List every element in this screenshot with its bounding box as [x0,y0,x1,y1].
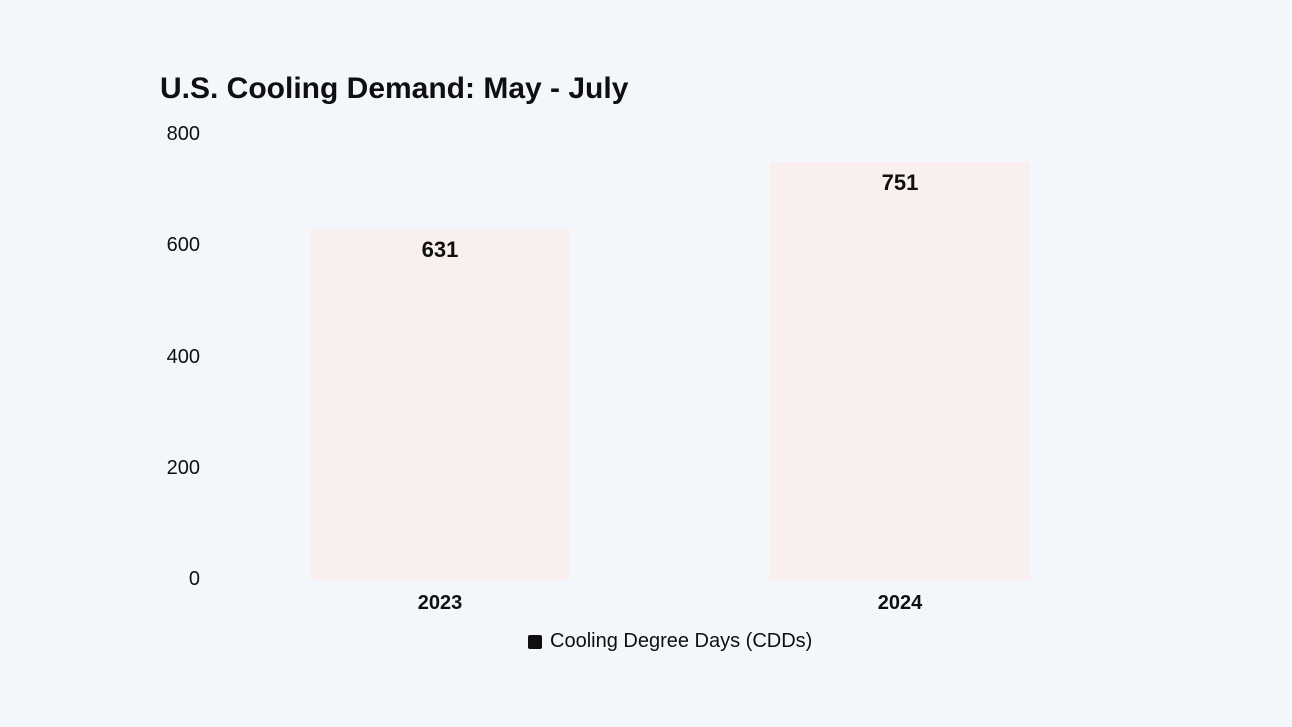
y-axis-tick-label: 200 [150,457,200,480]
x-axis-label: 2024 [770,592,1030,615]
y-axis-tick-label: 800 [150,123,200,146]
bar [310,229,570,580]
bar-value-label: 631 [310,237,570,263]
y-axis-tick-label: 400 [150,346,200,369]
legend-label: Cooling Degree Days (CDDs) [550,630,812,653]
bar [770,162,1030,580]
y-axis-tick-label: 0 [150,568,200,591]
y-axis-tick-label: 600 [150,234,200,257]
chart-title: U.S. Cooling Demand: May - July [160,72,628,106]
chart-container: U.S. Cooling Demand: May - July 0 200 400 6… [0,0,1292,727]
legend: Cooling Degree Days (CDDs) [528,630,812,653]
x-axis-label: 2023 [310,592,570,615]
legend-swatch [528,635,542,649]
bar-value-label: 751 [770,170,1030,196]
